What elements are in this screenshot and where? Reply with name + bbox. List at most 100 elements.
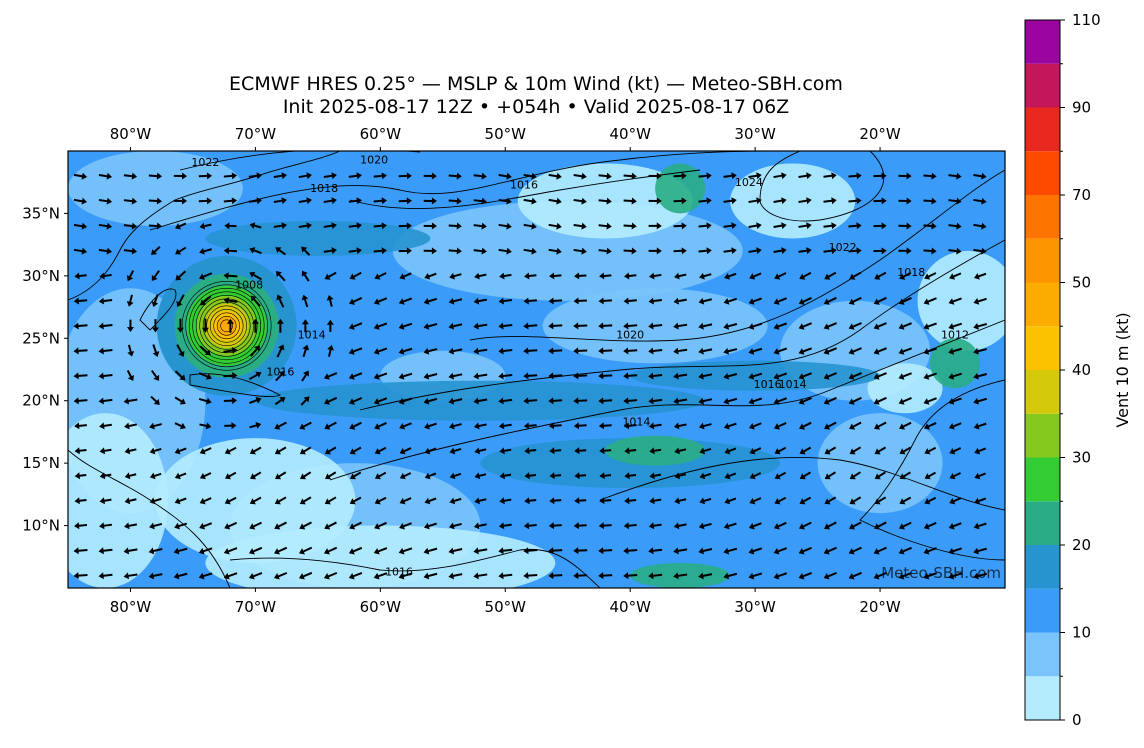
wind-arrow-shape [274,421,287,430]
wind-arrow-shape [724,497,737,505]
wind-arrow [973,397,988,405]
wind-arrow [198,372,212,380]
wind-arrow [99,447,112,455]
wind-arrow [873,247,887,255]
wind-arrow [974,472,986,480]
wind-arrow-shape [573,322,588,330]
wind-arrow-shape [399,422,412,430]
wind-arrow-shape [323,172,337,180]
wind-arrow-shape [698,572,713,580]
wind-arrow-shape [423,197,437,205]
wind-arrow-shape [623,522,637,530]
wind-arrow [448,522,462,530]
wind-arrow-shape [249,496,262,505]
wind-arrow-shape [200,295,212,306]
wind-arrow-shape [201,318,209,333]
wind-arrow [473,172,487,180]
wind-arrow [649,497,662,505]
wind-arrow [798,347,813,355]
wind-arrow-shape [424,447,437,455]
wind-arrow [174,522,188,530]
wind-arrow-shape [399,497,412,505]
wind-arrow-shape [274,496,287,505]
wind-arrow [98,197,113,205]
wind-arrow-shape [873,322,887,330]
wind-arrow [648,422,662,430]
wind-arrow [823,546,837,555]
wind-arrow [698,197,712,205]
wind-arrow-shape [123,222,138,230]
wind-arrow [248,546,263,555]
wind-arrow-shape [300,471,312,480]
wind-arrow-shape [198,197,213,205]
wind-arrow [648,222,662,230]
wind-arrow-shape [599,497,612,505]
wind-arrow [248,197,262,205]
wind-arrow [849,271,862,280]
wind-arrow-shape [373,197,387,205]
wind-arrow [399,447,412,455]
wind-arrow-shape [724,472,737,480]
wind-arrow [973,347,988,355]
wind-arrow-shape [699,272,712,280]
wind-arrow-shape [374,446,387,455]
wind-arrow [623,522,637,530]
wind-arrow-shape [98,572,113,580]
wind-arrow-shape [301,246,311,256]
wind-arrow-shape [648,547,663,555]
wind-arrow-shape [798,197,812,205]
wind-arrow-shape [673,222,687,230]
wind-arrow [923,547,937,555]
wind-arrow-shape [898,372,912,380]
y-tick-label: 20°N [22,392,60,410]
wind-arrow-shape [898,247,912,255]
wind-arrow [748,422,762,430]
wind-arrow-shape [149,497,162,505]
wind-arrow-shape [698,297,712,305]
wind-arrow-shape [548,297,562,305]
wind-arrow-shape [748,247,762,255]
wind-arrow [723,347,738,355]
wind-arrow [301,370,309,382]
colorbar-band [1025,370,1060,414]
wind-arrow-shape [923,197,937,205]
wind-arrow-shape [473,172,487,180]
wind-arrow [273,172,287,180]
wind-arrow [523,572,538,580]
wind-arrow-shape [398,172,412,180]
wind-arrow-shape [176,318,184,333]
wind-arrow-shape [898,222,912,230]
wind-arrow-shape [151,245,161,256]
wind-arrow-shape [324,521,337,530]
wind-arrow [898,322,912,330]
wind-arrow-shape [398,297,413,305]
wind-arrow [798,322,812,330]
wind-arrow [848,296,862,305]
wind-arrow-shape [848,396,862,405]
x-tick-label-bottom: 40°W [609,598,651,616]
wind-arrow-shape [973,522,987,530]
colorbar-band [1025,326,1060,370]
wind-arrow-shape [898,172,912,180]
wind-arrow [423,322,438,330]
wind-arrow-shape [749,272,762,280]
wind-arrow [398,397,413,405]
wind-arrow [98,397,113,405]
wind-arrow-shape [349,421,362,430]
wind-arrow [148,197,163,205]
wind-arrow [848,521,862,530]
wind-arrow [648,297,662,305]
wind-arrow [548,397,563,405]
wind-arrow-shape [848,546,862,555]
wind-arrow-shape [148,547,163,555]
wind-arrow [548,522,562,530]
wind-arrow [849,471,861,480]
x-tick-label-top: 60°W [360,125,402,143]
wind-arrow [74,422,87,430]
x-tick-label-bottom: 50°W [485,598,527,616]
wind-arrow [398,297,413,305]
wind-arrow-shape [648,522,662,530]
wind-arrow-shape [323,247,337,255]
